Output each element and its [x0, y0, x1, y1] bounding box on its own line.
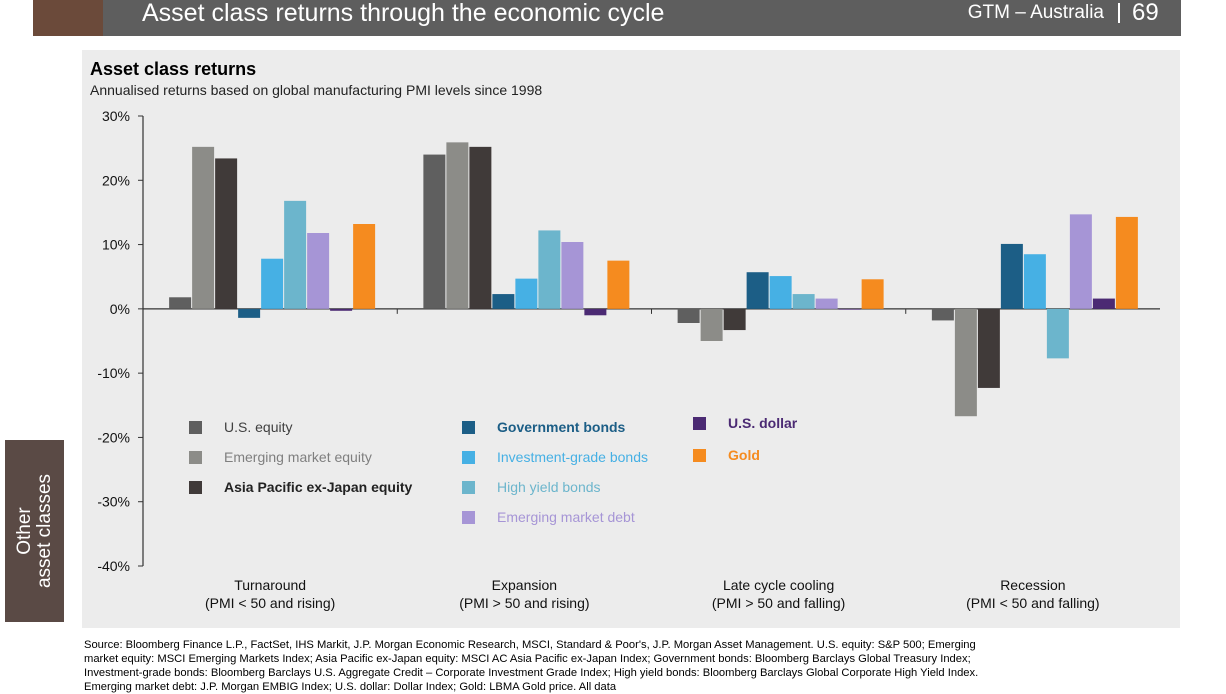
bar	[515, 278, 538, 309]
legend-label: Asia Pacific ex-Japan equity	[224, 479, 413, 495]
bar	[446, 142, 469, 309]
bar	[238, 308, 261, 318]
y-tick-label: -10%	[97, 365, 130, 381]
bar	[700, 308, 723, 341]
bar	[838, 308, 861, 310]
legend-swatch	[189, 421, 202, 434]
legend-swatch	[189, 451, 202, 464]
x-category-sublabel: (PMI < 50 and rising)	[205, 595, 335, 611]
bar	[1046, 308, 1069, 359]
section-tab	[5, 440, 64, 622]
page-number: 69	[1132, 0, 1159, 26]
y-tick-label: 0%	[110, 301, 130, 317]
bar	[931, 308, 954, 321]
page-title: Asset class returns through the economic…	[142, 0, 665, 27]
legend-swatch	[462, 481, 475, 494]
bar	[330, 308, 353, 311]
legend-swatch	[462, 451, 475, 464]
legend-label: Emerging market debt	[497, 509, 635, 525]
bar	[607, 260, 630, 309]
bar	[1023, 254, 1046, 309]
bar	[423, 154, 446, 309]
bar	[677, 308, 700, 323]
header-arrow	[90, 0, 104, 36]
x-category-label: Expansion	[492, 577, 557, 593]
bar	[815, 298, 838, 309]
chart-title: Asset class returns	[90, 59, 257, 79]
legend-label: High yield bonds	[497, 479, 601, 495]
bar	[954, 308, 977, 417]
bar	[169, 297, 192, 309]
bar	[1115, 216, 1138, 309]
bar	[584, 308, 607, 316]
y-tick-label: -40%	[97, 558, 130, 574]
legend-label: Emerging market equity	[224, 449, 372, 465]
legend-label: Gold	[728, 447, 760, 463]
x-category-sublabel: (PMI > 50 and rising)	[459, 595, 589, 611]
bar	[307, 233, 330, 309]
legend-swatch	[462, 511, 475, 524]
x-category-label: Turnaround	[234, 577, 306, 593]
y-tick-label: 10%	[102, 237, 130, 253]
bar	[769, 276, 792, 309]
legend-swatch	[693, 449, 706, 462]
legend-swatch	[462, 421, 475, 434]
bar	[353, 224, 376, 309]
y-tick-label: -20%	[97, 429, 130, 445]
header-bar	[103, 0, 1181, 36]
bar	[861, 279, 884, 309]
bar	[192, 146, 215, 309]
bar	[261, 258, 284, 309]
bar	[469, 146, 492, 309]
legend-label: U.S. dollar	[728, 415, 798, 431]
bar	[1092, 298, 1115, 309]
bar	[792, 294, 815, 309]
legend-swatch	[189, 481, 202, 494]
y-tick-label: 30%	[102, 108, 130, 124]
chart-subtitle: Annualised returns based on global manuf…	[90, 82, 543, 98]
region-label: GTM – Australia	[967, 2, 1104, 23]
source-note: Source: Bloomberg Finance L.P., FactSet,…	[84, 639, 979, 693]
x-category-sublabel: (PMI < 50 and falling)	[966, 595, 1099, 611]
legend-label: Investment-grade bonds	[497, 449, 648, 465]
legend-label: U.S. equity	[224, 419, 293, 435]
x-category-label: Recession	[1000, 577, 1065, 593]
bar	[538, 230, 561, 309]
legend-label: Government bonds	[497, 419, 626, 435]
header-separator	[1118, 3, 1120, 23]
bar	[284, 200, 307, 309]
x-category-sublabel: (PMI > 50 and falling)	[712, 595, 845, 611]
legend-swatch	[693, 417, 706, 430]
y-tick-label: -30%	[97, 494, 130, 510]
bar	[561, 242, 584, 309]
bar	[492, 294, 515, 309]
bar	[977, 308, 1000, 388]
bar	[215, 158, 238, 309]
bar	[1069, 214, 1092, 309]
x-category-label: Late cycle cooling	[723, 577, 834, 593]
bar	[746, 272, 769, 309]
y-tick-label: 20%	[102, 172, 130, 188]
bar	[723, 308, 746, 331]
bar	[1000, 243, 1023, 309]
